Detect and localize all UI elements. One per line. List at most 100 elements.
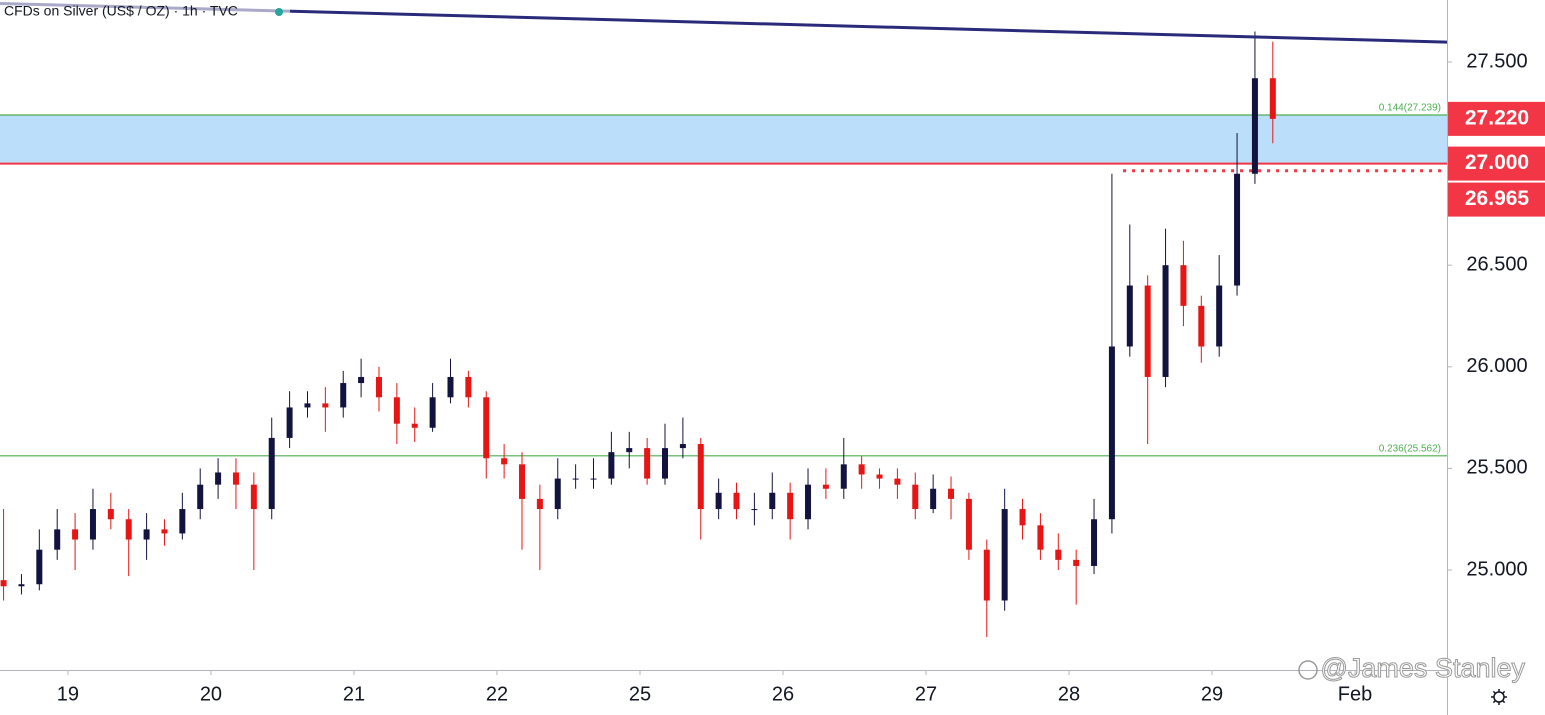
x-tick-label: 28	[1058, 683, 1080, 705]
candle-body	[1198, 305, 1205, 347]
candle-body	[912, 484, 919, 510]
candle-body	[72, 529, 79, 540]
candle-body	[733, 492, 740, 510]
candle-body	[36, 549, 43, 585]
candle-body	[1144, 285, 1151, 377]
candle-body	[572, 478, 579, 480]
candle-body	[715, 492, 722, 510]
candle-body	[1180, 265, 1187, 306]
candle-body	[322, 403, 329, 408]
candle-body	[983, 549, 990, 601]
candle-body	[447, 376, 454, 398]
candle-body	[894, 478, 901, 485]
candle-body	[1234, 173, 1241, 286]
gear-tooth	[1502, 700, 1506, 704]
candle-body	[1091, 519, 1098, 566]
candle-body	[0, 580, 7, 587]
y-tick-label: 26.000	[1466, 355, 1527, 377]
gear-tooth	[1492, 690, 1496, 694]
candle-body	[518, 464, 525, 499]
candle-body	[393, 397, 400, 424]
candle-body	[805, 484, 812, 520]
candle-body	[1001, 509, 1008, 601]
x-tick-label: 27	[915, 683, 937, 705]
x-tick-label: 22	[486, 683, 508, 705]
watermark: @James Stanley	[1321, 653, 1526, 683]
fib-label: 0.144(27.239)	[1379, 103, 1441, 114]
gear-tooth	[1502, 690, 1506, 694]
candle-body	[1037, 525, 1044, 550]
candle-body	[1162, 265, 1169, 377]
candle-body	[554, 478, 561, 510]
candle-body	[948, 488, 955, 499]
candle-body	[1216, 285, 1223, 347]
candle-body	[662, 448, 669, 479]
title-bg	[0, 0, 290, 24]
candle-body	[787, 492, 794, 520]
candle-body	[1269, 78, 1276, 119]
candle-body	[197, 484, 204, 510]
y-tick-label: 25.000	[1466, 558, 1527, 580]
candle-body	[375, 376, 382, 398]
candle-body	[215, 472, 222, 485]
x-tick-label: Feb	[1338, 683, 1372, 705]
candle-body	[268, 437, 275, 510]
y-tick-label: 26.500	[1466, 253, 1527, 275]
x-tick-label: 25	[629, 683, 651, 705]
candle-body	[18, 584, 25, 587]
candle-body	[429, 397, 436, 428]
x-tick-label: 20	[200, 683, 222, 705]
candle-body	[304, 403, 311, 408]
x-tick-label: 21	[343, 683, 365, 705]
candle-body	[179, 509, 186, 534]
candle-body	[697, 444, 704, 510]
candle-body	[465, 376, 472, 398]
x-tick-label: 26	[772, 683, 794, 705]
candle-body	[1073, 559, 1080, 566]
y-tick-label: 27.500	[1466, 50, 1527, 72]
candle-body	[930, 488, 937, 510]
zone	[0, 115, 1447, 164]
gear-tooth	[1492, 700, 1496, 704]
candle-body	[161, 529, 168, 534]
price-badge	[1448, 146, 1545, 181]
candle-body	[358, 376, 365, 384]
fib-label: 0.236(25.562)	[1379, 443, 1441, 454]
x-tick-label: 19	[57, 683, 79, 705]
candle-body	[143, 529, 150, 540]
settings-icon[interactable]	[1491, 689, 1507, 705]
candle-body	[340, 383, 347, 408]
candle-body	[1126, 285, 1133, 347]
y-tick-label: 25.500	[1466, 457, 1527, 479]
candle-body	[769, 492, 776, 510]
chart-title: CFDs on Silver (US$ / OZ) · 1h · TVC	[4, 3, 238, 19]
candle-body	[1019, 509, 1026, 526]
watermark-icon	[1298, 660, 1318, 680]
candle-body	[858, 464, 865, 475]
candle-body	[590, 478, 597, 480]
time-axis-bg	[0, 670, 1447, 715]
candle-body	[411, 423, 418, 428]
candle-body	[1108, 346, 1115, 520]
candle-body	[644, 448, 651, 479]
price-badge-label: 27.000	[1465, 151, 1529, 174]
candle-body	[107, 509, 114, 520]
price-badge-label: 26.965	[1465, 187, 1530, 210]
candle-body	[608, 452, 615, 479]
x-tick-label: 29	[1201, 683, 1223, 705]
candle-body	[840, 464, 847, 489]
candle-body	[54, 529, 61, 550]
candle-body	[1055, 549, 1062, 560]
candle-body	[501, 458, 508, 465]
price-badge	[1448, 101, 1545, 136]
candle-body	[965, 498, 972, 550]
candle-body	[286, 407, 293, 438]
candle-body	[876, 474, 883, 479]
candle-body	[822, 484, 829, 489]
candle-body	[626, 448, 633, 453]
candle-body	[679, 444, 686, 449]
price-badge-label: 27.220	[1465, 106, 1529, 129]
